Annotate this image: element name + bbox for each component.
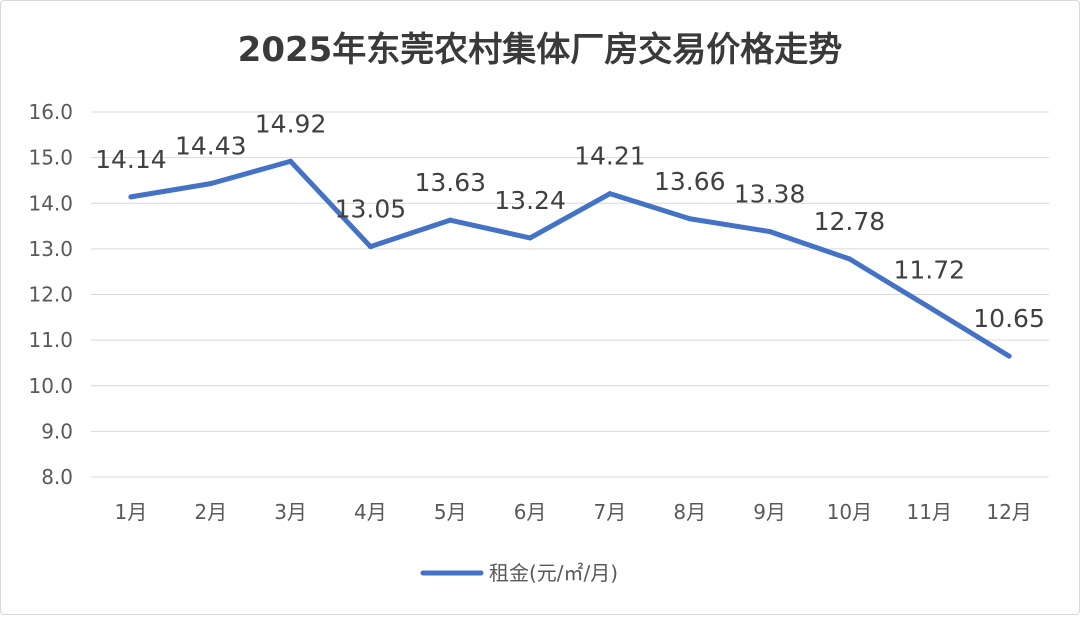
data-point bbox=[687, 216, 693, 222]
legend-label: 租金(元/㎡/月) bbox=[489, 561, 618, 585]
x-tick-label: 12月 bbox=[986, 500, 1031, 524]
data-point bbox=[367, 244, 373, 250]
data-label: 14.92 bbox=[255, 109, 327, 138]
data-point bbox=[288, 158, 294, 164]
data-point bbox=[767, 229, 773, 235]
y-tick-label: 10.0 bbox=[28, 374, 73, 398]
x-tick-label: 5月 bbox=[434, 500, 467, 524]
data-label: 13.66 bbox=[654, 167, 726, 196]
x-tick-label: 3月 bbox=[274, 500, 307, 524]
data-point bbox=[926, 304, 932, 310]
x-tick-label: 8月 bbox=[673, 500, 706, 524]
data-label: 14.21 bbox=[574, 142, 646, 171]
chart-title: 2025年东莞农村集体厂房交易价格走势 bbox=[238, 30, 843, 70]
x-tick-label: 11月 bbox=[907, 500, 952, 524]
x-tick-label: 6月 bbox=[514, 500, 547, 524]
y-tick-label: 13.0 bbox=[28, 237, 73, 261]
data-label: 14.43 bbox=[175, 132, 247, 161]
y-tick-label: 8.0 bbox=[41, 465, 73, 489]
data-point bbox=[607, 191, 613, 197]
data-label: 13.38 bbox=[734, 180, 806, 209]
data-label: 13.63 bbox=[414, 168, 486, 197]
x-tick-label: 7月 bbox=[594, 500, 627, 524]
data-point bbox=[208, 181, 214, 187]
data-point bbox=[128, 194, 134, 200]
data-point bbox=[447, 217, 453, 223]
y-axis-ticks: 8.0 9.0 10.0 11.0 12.0 13.0 14.0 15.0 16.0 bbox=[28, 100, 73, 489]
data-label: 13.05 bbox=[335, 195, 407, 224]
x-tick-label: 2月 bbox=[194, 500, 227, 524]
x-tick-label: 10月 bbox=[827, 500, 872, 524]
x-tick-label: 9月 bbox=[753, 500, 786, 524]
series-layer bbox=[128, 158, 1012, 359]
series-line bbox=[128, 158, 1012, 359]
x-axis-ticks: 1月 2月 3月 4月 5月 6月 7月 8月 9月 10月 11月 12月 bbox=[115, 500, 1032, 524]
data-label: 14.14 bbox=[95, 145, 167, 174]
data-label: 12.78 bbox=[814, 207, 886, 236]
y-tick-label: 9.0 bbox=[41, 419, 73, 443]
data-point bbox=[1006, 353, 1012, 359]
y-tick-label: 12.0 bbox=[28, 283, 73, 307]
gridlines bbox=[91, 111, 1049, 478]
data-label: 11.72 bbox=[893, 255, 965, 284]
data-point bbox=[527, 235, 533, 241]
x-tick-label: 4月 bbox=[354, 500, 387, 524]
data-label: 13.24 bbox=[494, 186, 566, 215]
legend: 租金(元/㎡/月) bbox=[420, 561, 618, 585]
y-tick-label: 15.0 bbox=[28, 146, 73, 170]
y-tick-label: 14.0 bbox=[28, 191, 73, 215]
y-tick-label: 16.0 bbox=[28, 100, 73, 124]
data-point bbox=[846, 256, 852, 262]
x-tick-label: 1月 bbox=[115, 500, 148, 524]
y-tick-label: 11.0 bbox=[28, 328, 73, 352]
data-label: 10.65 bbox=[973, 304, 1045, 333]
